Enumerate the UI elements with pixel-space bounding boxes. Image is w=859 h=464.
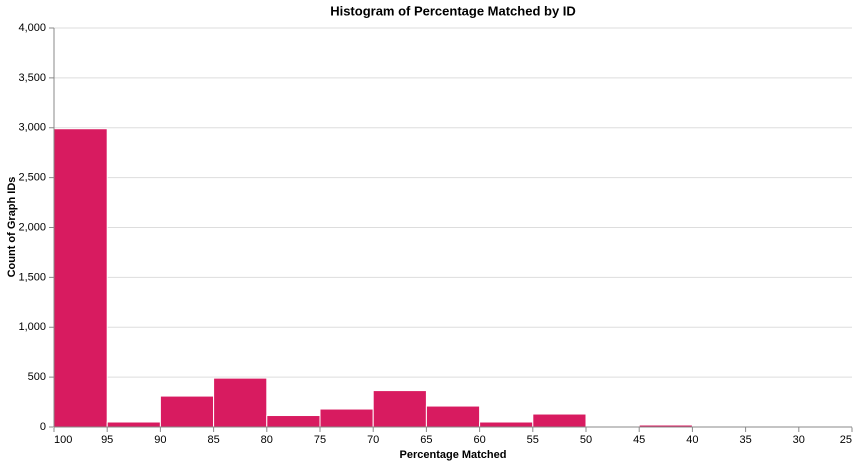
y-tick-label: 0: [40, 421, 46, 433]
chart-title: Histogram of Percentage Matched by ID: [330, 3, 576, 18]
y-tick-label: 1,500: [18, 271, 46, 283]
x-tick-label: 85: [207, 434, 219, 446]
x-tick-label: 50: [580, 434, 592, 446]
x-tick-label: 80: [261, 434, 273, 446]
x-axis-title: Percentage Matched: [400, 449, 507, 461]
x-tick-label: 95: [101, 434, 113, 446]
x-tick-label: 60: [473, 434, 485, 446]
x-tick-label: 100: [54, 434, 72, 446]
y-tick-label: 2,000: [18, 221, 46, 233]
y-axis-title: Count of Graph IDs: [6, 177, 18, 278]
bar: [159, 395, 215, 428]
bar: [479, 421, 534, 428]
y-tick-label: 3,000: [18, 122, 46, 134]
x-tick-label: 70: [367, 434, 379, 446]
y-tick-label: 1,000: [18, 321, 46, 333]
y-tick-label: 500: [28, 371, 46, 383]
bar: [106, 421, 161, 428]
y-tick-label: 3,500: [18, 72, 46, 84]
x-tick-label: 30: [793, 434, 805, 446]
x-tick-label: 65: [420, 434, 432, 446]
y-tick-label: 2,500: [18, 172, 46, 184]
bar: [425, 405, 481, 428]
x-tick-label: 35: [739, 434, 751, 446]
x-tick-label: 75: [314, 434, 326, 446]
x-tick-label: 45: [633, 434, 645, 446]
x-tick-label: 55: [527, 434, 539, 446]
bar: [266, 415, 321, 428]
bar: [319, 408, 374, 428]
x-tick-label: 25: [840, 434, 852, 446]
bar: [53, 128, 108, 428]
bar: [532, 413, 587, 428]
bar: [213, 377, 268, 428]
x-tick-label: 90: [154, 434, 166, 446]
y-tick-label: 4,000: [18, 22, 46, 34]
x-tick-label: 40: [686, 434, 698, 446]
bar: [372, 390, 427, 428]
